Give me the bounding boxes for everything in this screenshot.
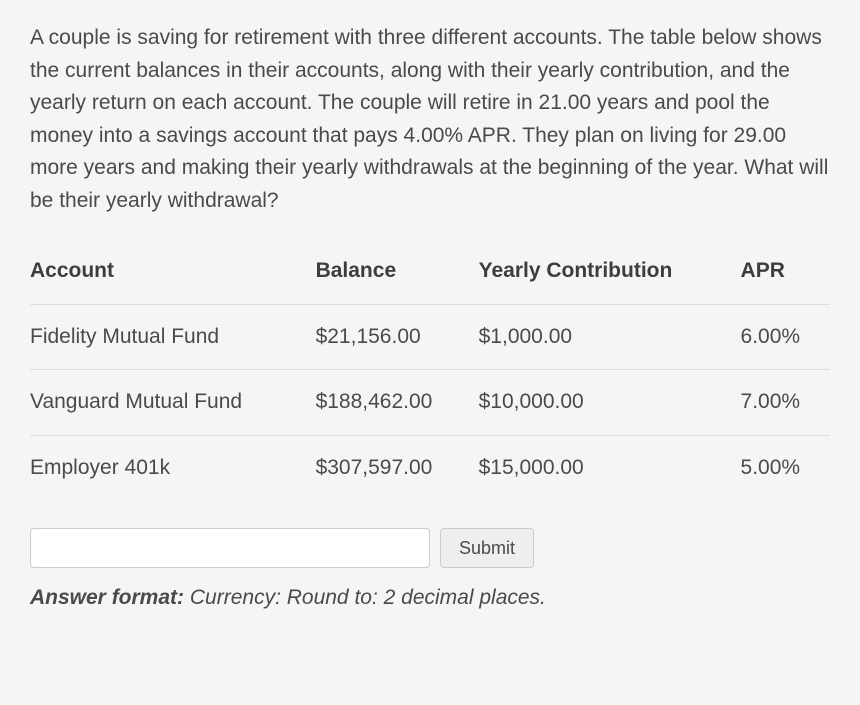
- question-text: A couple is saving for retirement with t…: [30, 22, 830, 217]
- cell-contribution: $10,000.00: [479, 370, 741, 436]
- col-balance: Balance: [316, 239, 479, 304]
- answer-row: Submit: [30, 528, 830, 568]
- cell-account: Vanguard Mutual Fund: [30, 370, 316, 436]
- cell-balance: $188,462.00: [316, 370, 479, 436]
- cell-balance: $21,156.00: [316, 304, 479, 370]
- cell-contribution: $15,000.00: [479, 435, 741, 500]
- cell-contribution: $1,000.00: [479, 304, 741, 370]
- cell-account: Fidelity Mutual Fund: [30, 304, 316, 370]
- submit-button[interactable]: Submit: [440, 528, 534, 568]
- cell-apr: 5.00%: [741, 435, 830, 500]
- col-account: Account: [30, 239, 316, 304]
- cell-apr: 6.00%: [741, 304, 830, 370]
- answer-format: Answer format: Currency: Round to: 2 dec…: [30, 582, 830, 615]
- col-contribution: Yearly Contribution: [479, 239, 741, 304]
- cell-balance: $307,597.00: [316, 435, 479, 500]
- cell-account: Employer 401k: [30, 435, 316, 500]
- accounts-table: Account Balance Yearly Contribution APR …: [30, 239, 830, 500]
- answer-format-value: Currency: Round to: 2 decimal places.: [190, 586, 546, 609]
- table-row: Fidelity Mutual Fund $21,156.00 $1,000.0…: [30, 304, 830, 370]
- table-row: Employer 401k $307,597.00 $15,000.00 5.0…: [30, 435, 830, 500]
- cell-apr: 7.00%: [741, 370, 830, 436]
- table-row: Vanguard Mutual Fund $188,462.00 $10,000…: [30, 370, 830, 436]
- answer-input[interactable]: [30, 528, 430, 568]
- col-apr: APR: [741, 239, 830, 304]
- table-header-row: Account Balance Yearly Contribution APR: [30, 239, 830, 304]
- answer-format-label: Answer format:: [30, 586, 184, 609]
